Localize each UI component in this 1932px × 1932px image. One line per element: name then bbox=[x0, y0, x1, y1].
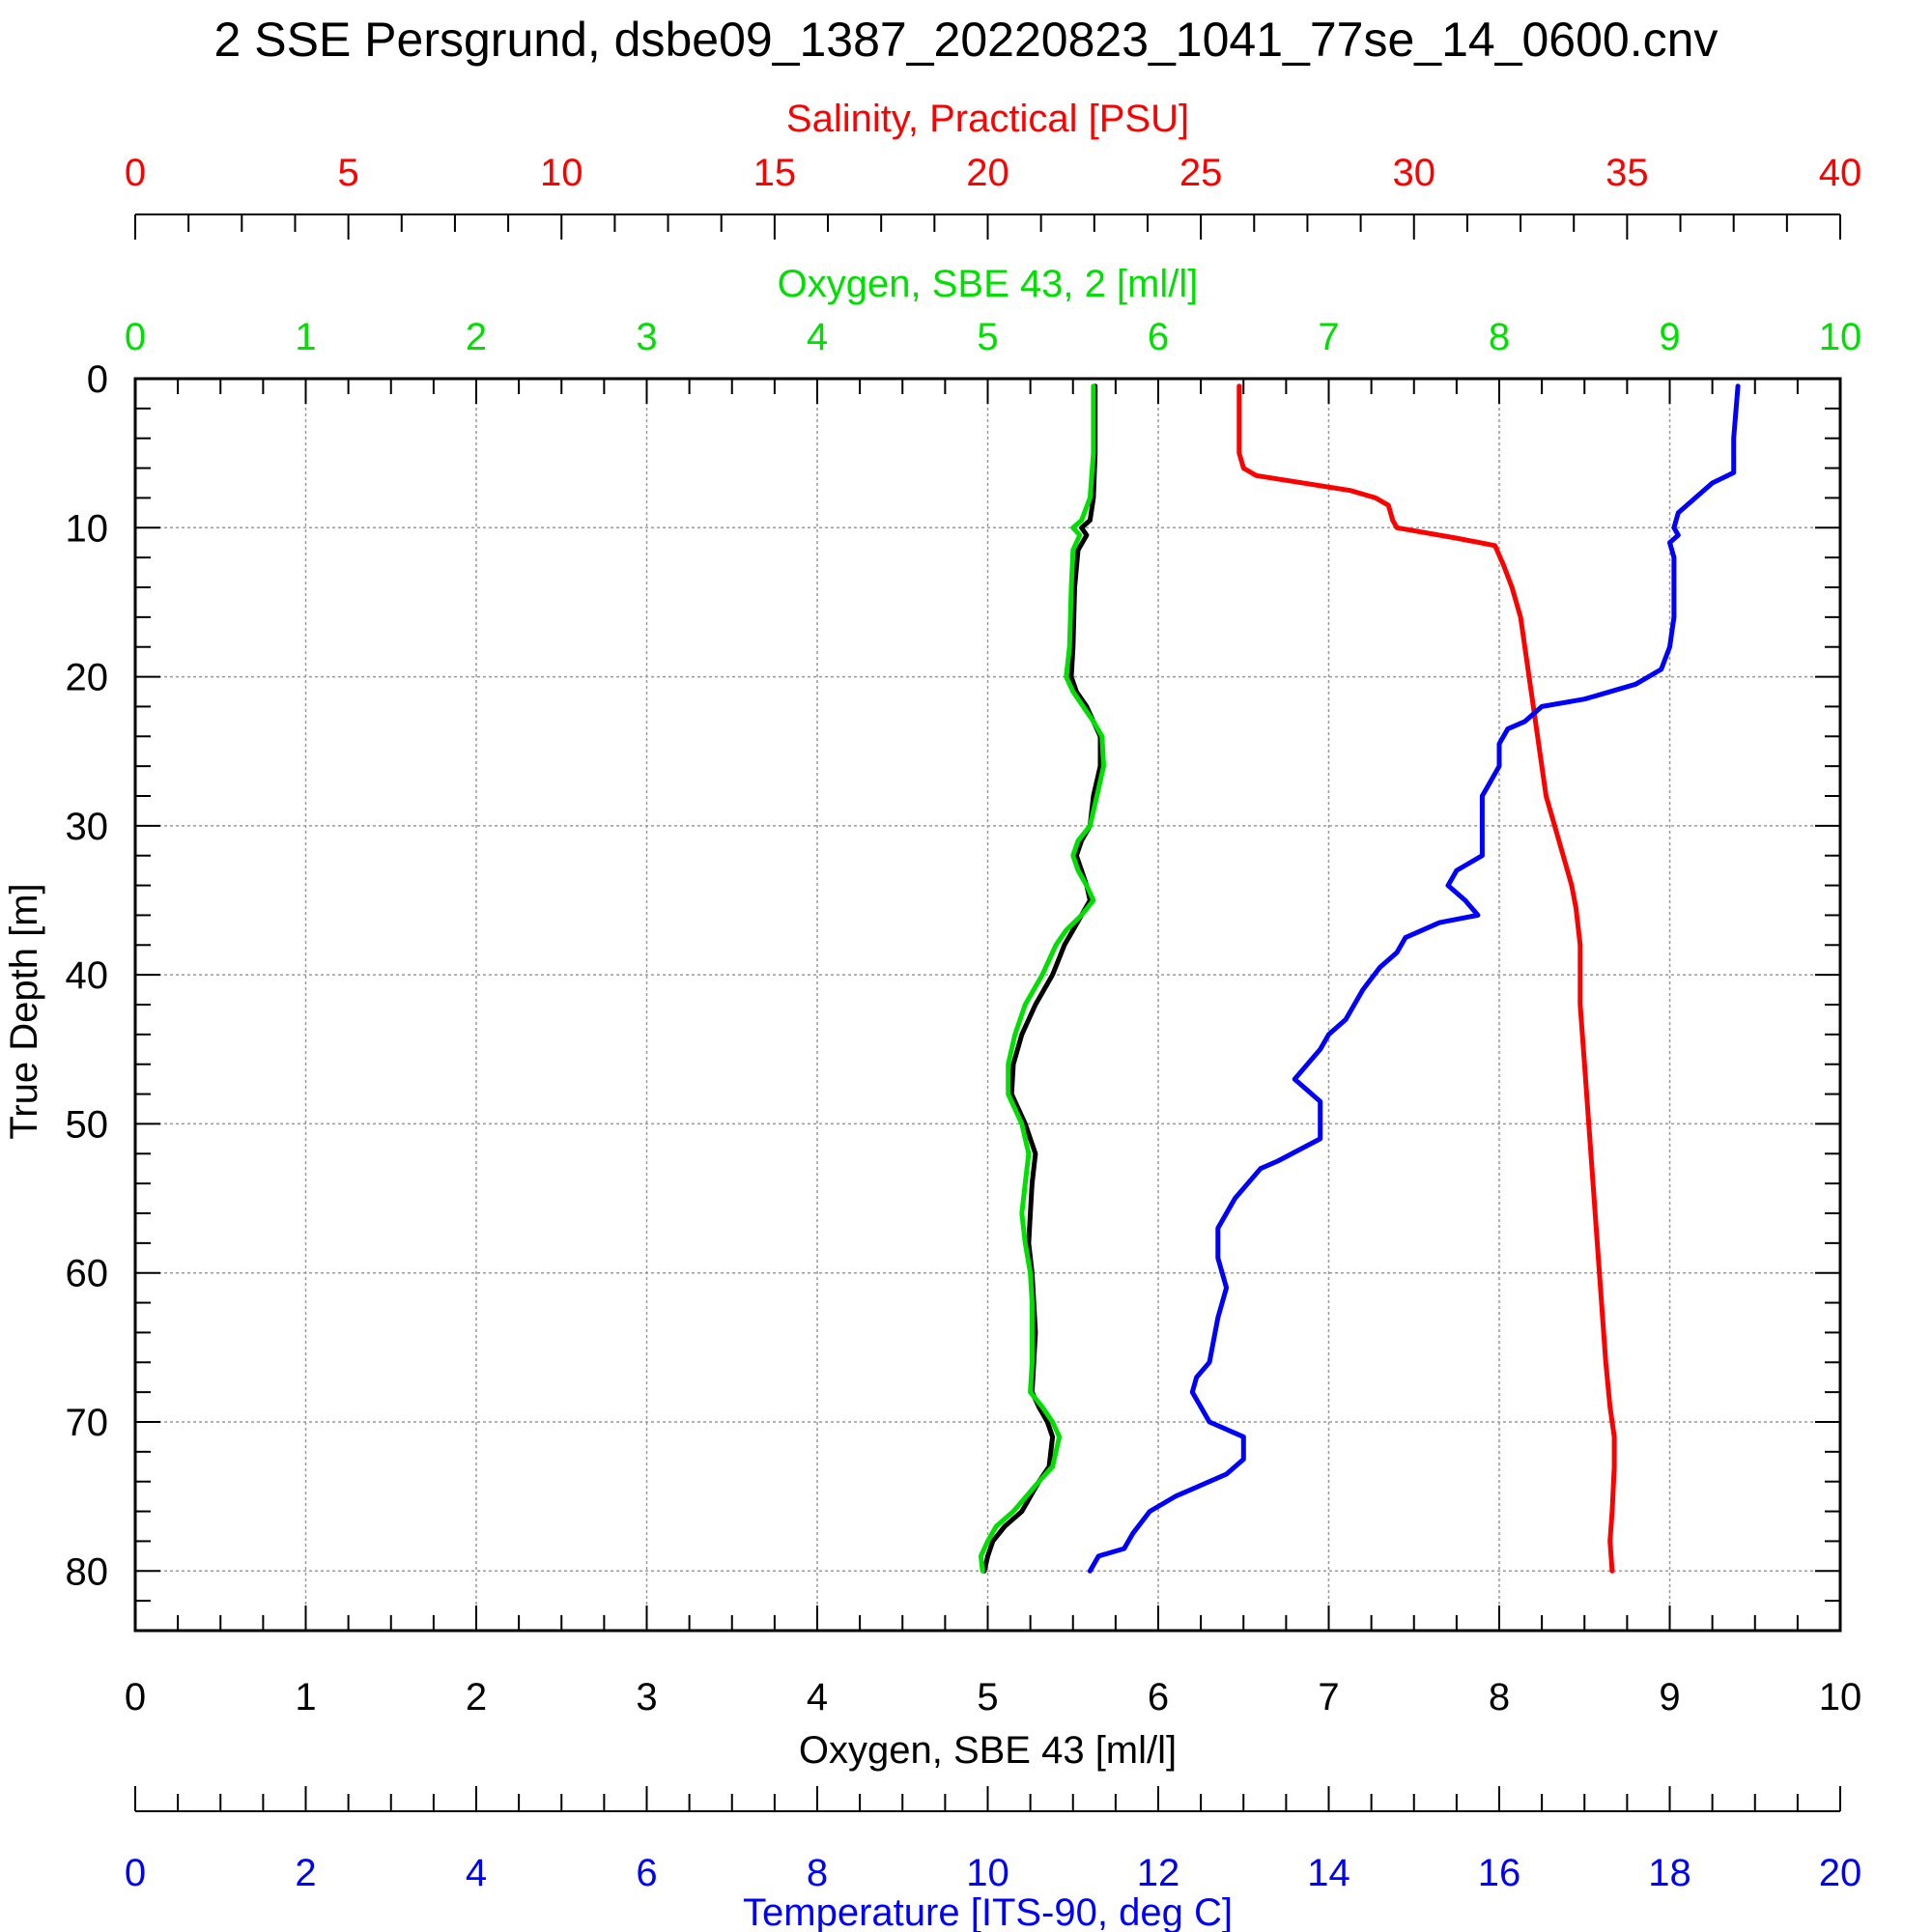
oxygen2-tick-label: 6 bbox=[1148, 316, 1169, 358]
oxygen-tick-label: 10 bbox=[1819, 1676, 1862, 1719]
temperature-tick-label: 16 bbox=[1478, 1852, 1521, 1894]
temperature-tick-label: 4 bbox=[466, 1852, 487, 1894]
salinity-tick-label: 35 bbox=[1605, 152, 1649, 194]
temperature-axis-label: Temperature [ITS-90, deg C] bbox=[743, 1891, 1233, 1932]
salinity-tick-label: 15 bbox=[753, 152, 797, 194]
oxygen2-tick-label: 2 bbox=[466, 316, 487, 358]
oxygen-tick-label: 1 bbox=[295, 1676, 316, 1719]
oxygen-tick-label: 9 bbox=[1659, 1676, 1680, 1719]
oxygen2-tick-label: 7 bbox=[1318, 316, 1339, 358]
y-tick-label: 0 bbox=[87, 358, 108, 401]
temperature-tick-label: 0 bbox=[125, 1852, 146, 1894]
oxygen2-tick-label: 3 bbox=[636, 316, 657, 358]
oxygen-tick-label: 7 bbox=[1318, 1676, 1339, 1719]
oxygen2-tick-label: 0 bbox=[125, 316, 146, 358]
salinity-tick-label: 5 bbox=[338, 152, 359, 194]
oxygen-tick-label: 2 bbox=[466, 1676, 487, 1719]
gridlines bbox=[135, 379, 1840, 1631]
oxygen2-tick-label: 1 bbox=[295, 316, 316, 358]
y-tick-label: 30 bbox=[66, 806, 109, 848]
oxygen-tick-label: 6 bbox=[1148, 1676, 1169, 1719]
oxygen2-series-line bbox=[978, 384, 1106, 1574]
temperature-tick-label: 8 bbox=[807, 1852, 828, 1894]
oxygen-series-line bbox=[981, 384, 1103, 1574]
temperature-tick-label: 20 bbox=[1819, 1852, 1862, 1894]
salinity-tick-label: 0 bbox=[125, 152, 146, 194]
oxygen2-tick-label: 8 bbox=[1489, 316, 1510, 358]
temperature-tick-label: 12 bbox=[1137, 1852, 1180, 1894]
oxygen2-tick-label: 10 bbox=[1819, 316, 1862, 358]
y-tick-label: 20 bbox=[66, 657, 109, 699]
salinity-tick-label: 10 bbox=[540, 152, 583, 194]
y-axis-label: True Depth [m] bbox=[3, 883, 45, 1139]
oxygen-tick-label: 8 bbox=[1489, 1676, 1510, 1719]
y-tick-label: 80 bbox=[66, 1550, 109, 1593]
salinity-tick-label: 20 bbox=[966, 152, 1009, 194]
oxygen2-tick-label: 9 bbox=[1659, 316, 1680, 358]
oxygen2-axis-label: Oxygen, SBE 43, 2 [ml/l] bbox=[778, 263, 1199, 305]
oxygen-tick-label: 0 bbox=[125, 1676, 146, 1719]
oxygen-axis-label: Oxygen, SBE 43 [ml/l] bbox=[799, 1729, 1177, 1772]
y-tick-label: 40 bbox=[66, 954, 109, 997]
oxygen-tick-label: 3 bbox=[636, 1676, 657, 1719]
oxygen-tick-label: 4 bbox=[807, 1676, 828, 1719]
temperature-series-line bbox=[1087, 384, 1741, 1574]
chart-title: 2 SSE Persgrund, dsbe09_1387_20220823_10… bbox=[214, 13, 1719, 67]
y-tick-label: 10 bbox=[66, 507, 109, 550]
y-tick-label: 60 bbox=[66, 1253, 109, 1295]
temperature-tick-label: 6 bbox=[636, 1852, 657, 1894]
oxygen2-tick-label: 4 bbox=[807, 316, 828, 358]
oxygen-tick-label: 5 bbox=[977, 1676, 998, 1719]
temperature-tick-label: 14 bbox=[1307, 1852, 1350, 1894]
salinity-axis-label: Salinity, Practical [PSU] bbox=[786, 98, 1189, 140]
salinity-tick-label: 25 bbox=[1179, 152, 1223, 194]
y-tick-label: 50 bbox=[66, 1103, 109, 1146]
temperature-tick-label: 2 bbox=[295, 1852, 316, 1894]
oxygen2-tick-label: 5 bbox=[977, 316, 998, 358]
temperature-tick-label: 18 bbox=[1648, 1852, 1691, 1894]
temperature-tick-label: 10 bbox=[966, 1852, 1009, 1894]
salinity-tick-label: 30 bbox=[1393, 152, 1436, 194]
y-tick-label: 70 bbox=[66, 1402, 109, 1444]
salinity-tick-label: 40 bbox=[1819, 152, 1862, 194]
data-series bbox=[978, 384, 1741, 1574]
salinity-series-line bbox=[1236, 384, 1617, 1574]
